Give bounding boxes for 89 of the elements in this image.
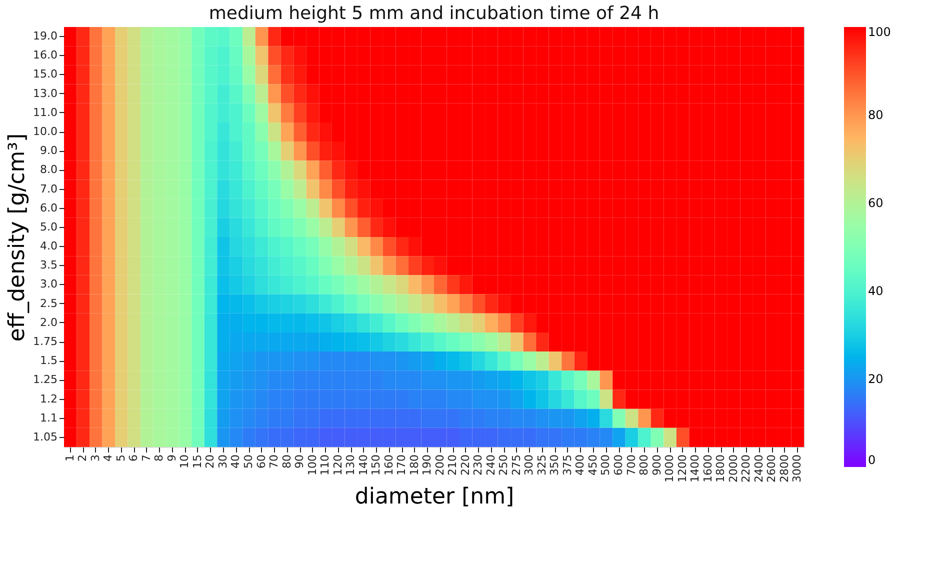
x-tick-label: 375	[560, 454, 574, 476]
x-tick-label: 900	[650, 454, 664, 476]
chart-title: medium height 5 mm and incubation time of 24 h	[208, 3, 660, 24]
x-tick-label: 1000	[663, 454, 676, 482]
color-bar-label: 20	[868, 372, 884, 386]
x-tick-label: 30	[216, 454, 230, 468]
x-tick-label: 110	[318, 454, 332, 476]
x-tick-label: 130	[344, 454, 358, 476]
x-tick-label: 160	[382, 454, 396, 476]
y-tick-label: 10.0	[33, 125, 58, 138]
x-tick-label: 6	[127, 454, 140, 462]
y-tick-label: 5.0	[40, 220, 58, 234]
x-tick-label: 9	[165, 454, 178, 462]
y-tick-label: 15.0	[33, 68, 58, 81]
x-tick-label: 180	[408, 454, 421, 476]
color-bar-label: 40	[868, 284, 884, 298]
x-tick-label: 1400	[688, 454, 702, 482]
x-tick-label: 700	[624, 454, 638, 476]
x-tick-label: 500	[599, 454, 612, 476]
y-tick-label: 2.5	[40, 296, 58, 310]
y-axis-title: eff_density [g/cm³]	[5, 133, 30, 342]
y-tick-label: 1.05	[33, 430, 58, 444]
x-tick-label: 70	[268, 454, 281, 468]
x-tick-label: 275	[510, 454, 523, 476]
x-tick-label: 3	[88, 454, 102, 462]
x-tick-label: 240	[484, 454, 498, 476]
x-tick-label: 220	[458, 454, 472, 476]
x-tick-label: 2000	[726, 454, 740, 482]
x-tick-label: 2200	[740, 454, 753, 482]
color-bar-label: 60	[868, 196, 884, 210]
x-tick-label: 4	[102, 454, 115, 462]
x-tick-label: 210	[446, 454, 460, 476]
y-tick-label: 2.0	[40, 316, 58, 329]
y-tick-label: 1.5	[40, 354, 58, 368]
y-tick-label: 19.0	[33, 30, 58, 43]
x-tick-label: 8	[152, 454, 166, 462]
x-tick-label: 250	[497, 454, 510, 476]
x-tick-label: 2600	[765, 454, 778, 482]
y-tick-label: 1.25	[33, 373, 58, 386]
x-tick-label: 230	[472, 454, 485, 476]
x-tick-label: 5	[114, 454, 128, 462]
y-tick-label: 9.0	[40, 144, 58, 158]
x-tick-label: 50	[242, 454, 255, 468]
y-tick-label: 16.0	[33, 48, 58, 62]
y-tick-label: 6.0	[40, 201, 58, 214]
y-tick-label: 13.0	[33, 86, 58, 100]
y-tick-label: 1.1	[40, 411, 58, 424]
x-axis-title: diameter [nm]	[354, 484, 514, 510]
x-tick-label: 140	[356, 454, 370, 476]
y-tick-label: 1.75	[33, 335, 58, 348]
x-tick-label: 15	[190, 454, 204, 468]
x-tick-label: 325	[535, 454, 548, 476]
x-tick-label: 1200	[676, 454, 689, 482]
x-tick-label: 190	[420, 454, 434, 476]
x-tick-label: 80	[280, 454, 294, 468]
x-tick-label: 10	[178, 454, 192, 468]
x-tick-label: 2	[76, 454, 90, 462]
x-tick-label: 2400	[752, 454, 766, 482]
x-tick-label: 400	[574, 454, 587, 476]
x-tick-label: 300	[522, 454, 536, 476]
y-tick-label: 8.0	[40, 163, 58, 176]
y-tick-label: 11.0	[33, 106, 58, 119]
x-tick-label: 150	[370, 454, 383, 476]
x-tick-label: 1	[63, 454, 76, 462]
y-tick-label: 4.0	[40, 240, 58, 253]
x-tick-label: 90	[293, 454, 306, 468]
x-tick-label: 60	[254, 454, 268, 468]
color-bar-label: 80	[868, 108, 884, 122]
x-tick-label: 20	[204, 454, 217, 468]
x-tick-label: 170	[395, 454, 408, 476]
y-tick-label: 7.0	[40, 182, 58, 196]
color-bar-label: 100	[868, 25, 891, 39]
x-tick-label: 3000	[790, 454, 804, 482]
y-tick-label: 1.2	[40, 392, 58, 406]
x-tick-label: 2800	[778, 454, 791, 482]
y-tick-label: 3.0	[40, 278, 58, 291]
x-tick-label: 120	[331, 454, 344, 476]
x-tick-label: 600	[612, 454, 625, 476]
x-tick-label: 450	[586, 454, 600, 476]
y-tick-label: 3.5	[40, 258, 58, 272]
x-tick-label: 100	[306, 454, 319, 476]
x-tick-label: 200	[433, 454, 446, 476]
x-tick-label: 800	[638, 454, 651, 476]
x-tick-label: 40	[229, 454, 242, 468]
x-tick-label: 7	[140, 454, 153, 462]
x-tick-label: 1800	[714, 454, 728, 482]
x-tick-label: 1600	[701, 454, 714, 482]
color-bar-label: 0	[868, 453, 876, 467]
x-tick-label: 350	[548, 454, 562, 476]
